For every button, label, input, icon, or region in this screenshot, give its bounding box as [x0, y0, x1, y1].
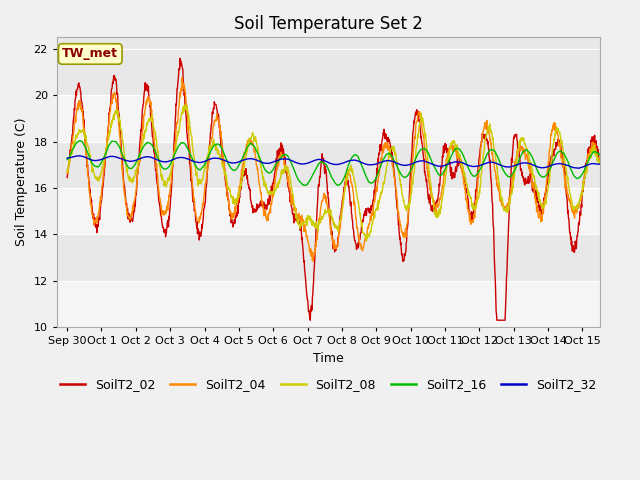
- SoilT2_16: [170, 155, 177, 161]
- Bar: [57, 234, 600, 281]
- SoilT2_02: [159, 225, 166, 230]
- SoilT2_16: [301, 182, 308, 188]
- SoilT2_02: [307, 317, 314, 323]
- SoilT2_02: [176, 55, 184, 61]
- Bar: [57, 49, 600, 96]
- SoilT2_08: [159, 177, 166, 182]
- SoilT2_32: [525, 161, 533, 167]
- SoilT2_16: [76, 138, 83, 144]
- SoilT2_04: [159, 210, 166, 216]
- SoilT2_16: [596, 152, 604, 157]
- SoilT2_16: [467, 170, 474, 176]
- SoilT2_16: [159, 166, 167, 171]
- Line: SoilT2_08: SoilT2_08: [67, 105, 600, 240]
- SoilT2_08: [266, 188, 273, 194]
- X-axis label: Time: Time: [313, 352, 344, 365]
- SoilT2_16: [526, 150, 534, 156]
- SoilT2_16: [266, 170, 273, 176]
- SoilT2_08: [526, 161, 534, 167]
- SoilT2_08: [596, 161, 604, 167]
- SoilT2_02: [467, 214, 474, 220]
- SoilT2_08: [217, 155, 225, 160]
- SoilT2_02: [596, 157, 604, 163]
- SoilT2_16: [63, 156, 71, 162]
- Bar: [57, 96, 600, 142]
- SoilT2_32: [75, 153, 83, 159]
- SoilT2_04: [179, 75, 186, 81]
- SoilT2_16: [217, 144, 225, 150]
- SoilT2_04: [596, 160, 604, 166]
- Y-axis label: Soil Temperature (C): Soil Temperature (C): [15, 118, 28, 247]
- SoilT2_32: [467, 163, 474, 169]
- SoilT2_32: [170, 157, 177, 163]
- Bar: [57, 281, 600, 327]
- Line: SoilT2_16: SoilT2_16: [67, 141, 600, 185]
- SoilT2_08: [169, 160, 177, 166]
- Line: SoilT2_32: SoilT2_32: [67, 156, 600, 168]
- Bar: [57, 142, 600, 188]
- SoilT2_32: [266, 160, 273, 166]
- SoilT2_02: [266, 192, 273, 198]
- SoilT2_08: [63, 167, 71, 173]
- Text: TW_met: TW_met: [62, 48, 118, 60]
- Bar: [57, 188, 600, 234]
- Title: Soil Temperature Set 2: Soil Temperature Set 2: [234, 15, 422, 33]
- SoilT2_04: [467, 222, 474, 228]
- SoilT2_04: [63, 169, 71, 175]
- SoilT2_04: [526, 169, 534, 175]
- SoilT2_02: [169, 164, 177, 170]
- SoilT2_02: [63, 175, 71, 180]
- SoilT2_32: [63, 155, 71, 161]
- Line: SoilT2_04: SoilT2_04: [67, 78, 600, 261]
- SoilT2_32: [217, 156, 225, 162]
- SoilT2_32: [596, 161, 604, 167]
- SoilT2_08: [182, 102, 189, 108]
- Legend: SoilT2_02, SoilT2_04, SoilT2_08, SoilT2_16, SoilT2_32: SoilT2_02, SoilT2_04, SoilT2_08, SoilT2_…: [55, 373, 602, 396]
- SoilT2_04: [217, 129, 225, 134]
- Line: SoilT2_02: SoilT2_02: [67, 58, 600, 320]
- SoilT2_04: [266, 209, 273, 215]
- SoilT2_32: [159, 159, 167, 165]
- SoilT2_08: [467, 194, 474, 200]
- SoilT2_32: [574, 165, 582, 171]
- SoilT2_04: [309, 258, 317, 264]
- SoilT2_02: [217, 144, 225, 150]
- SoilT2_08: [363, 238, 371, 243]
- SoilT2_02: [526, 180, 534, 185]
- SoilT2_04: [169, 164, 177, 169]
